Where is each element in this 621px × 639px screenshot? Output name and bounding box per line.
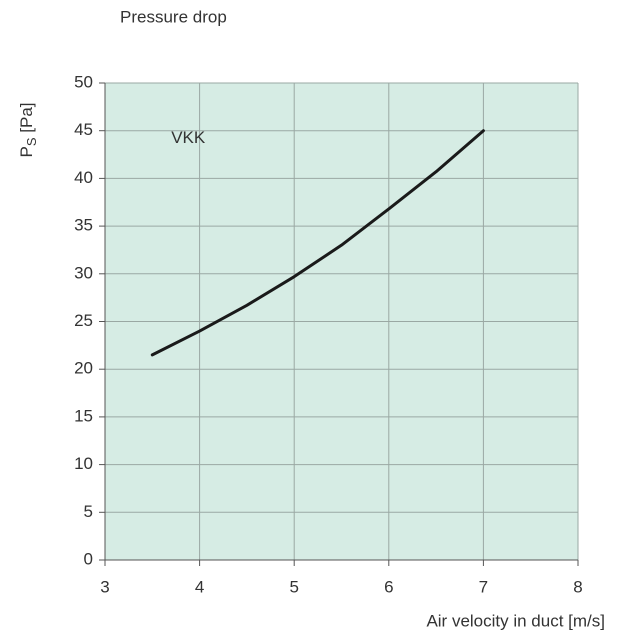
y-tick-label: 10 — [74, 454, 93, 473]
y-tick-label: 40 — [74, 168, 93, 187]
annotation: VKK — [171, 128, 206, 147]
y-label-sub: S — [24, 137, 39, 146]
x-tick-label: 7 — [479, 577, 488, 596]
chart-title: Pressure drop — [120, 7, 227, 26]
y-label-main: P — [17, 146, 36, 157]
x-tick-label: 6 — [384, 577, 393, 596]
y-tick-label: 0 — [84, 549, 93, 568]
y-tick-label: 45 — [74, 120, 93, 139]
y-tick-label: 5 — [84, 502, 93, 521]
x-tick-label: 3 — [100, 577, 109, 596]
y-tick-label: 20 — [74, 359, 93, 378]
y-tick-label: 30 — [74, 263, 93, 282]
y-tick-label: 15 — [74, 406, 93, 425]
y-axis-label: PS [Pa] — [17, 103, 39, 158]
y-tick-label: 50 — [74, 72, 93, 91]
x-tick-label: 8 — [573, 577, 582, 596]
y-label-unit: [Pa] — [17, 103, 36, 138]
y-tick-label: 35 — [74, 216, 93, 235]
line-series — [150, 129, 485, 357]
x-axis-label: Air velocity in duct [m/s] — [426, 611, 605, 630]
x-tick-label: 5 — [289, 577, 298, 596]
y-tick-label: 25 — [74, 311, 93, 330]
x-tick-label: 4 — [195, 577, 204, 596]
